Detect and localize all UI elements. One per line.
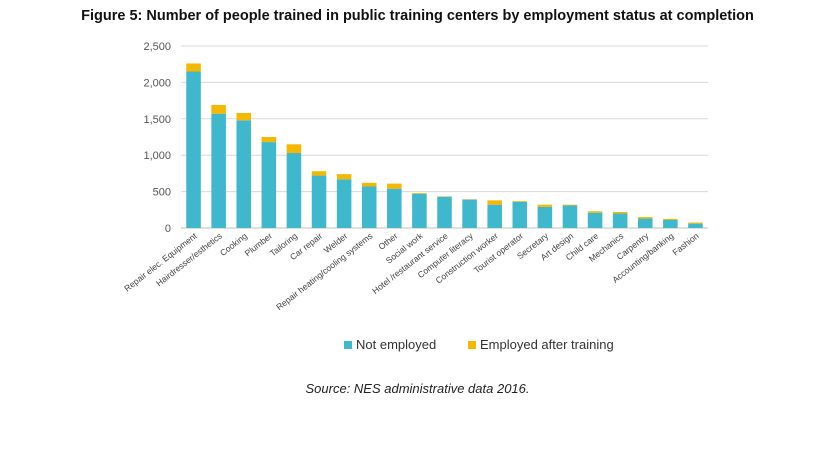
bar-not-employed (688, 223, 703, 228)
bar-employed (336, 174, 352, 180)
bar-employed (612, 211, 628, 214)
bar-not-employed (437, 196, 452, 228)
y-axis-ticks: 0 500 1,000 1,500 2,000 2,500 (143, 41, 171, 235)
bar-employed (261, 137, 277, 143)
bar-employed (236, 112, 252, 121)
bar-not-employed (336, 179, 352, 228)
bar-not-employed (412, 193, 427, 228)
bar-not-employed (186, 71, 201, 228)
x-axis-labels: Repair elec. EquipmentHairdresser/esthet… (122, 230, 701, 312)
bar-not-employed (612, 213, 628, 228)
legend: Not employed Employed after training (344, 337, 614, 352)
source-note: Source: NES administrative data 2016. (305, 381, 530, 396)
bar-not-employed (311, 175, 327, 228)
legend-label-employed: Employed after training (480, 337, 614, 352)
bar-employed (487, 200, 502, 205)
y-tick-label: 0 (165, 223, 171, 235)
bars (186, 63, 703, 228)
bar-not-employed (587, 212, 603, 228)
bar-employed (663, 218, 678, 220)
bar-employed (562, 204, 578, 206)
bar-employed (537, 204, 553, 207)
bar-employed (512, 201, 528, 202)
bar-employed (361, 182, 377, 187)
bar-not-employed (562, 205, 578, 228)
bar-not-employed (537, 206, 553, 228)
bar-employed (211, 104, 226, 114)
bar-not-employed (361, 186, 377, 228)
bar-employed (311, 171, 327, 176)
bar-employed (387, 183, 402, 189)
bar-not-employed (286, 153, 302, 228)
legend-swatch-employed (468, 341, 476, 349)
bar-not-employed (462, 199, 477, 228)
stacked-bar-chart: 0 500 1,000 1,500 2,000 2,500 Repair elec. Eq… (122, 41, 708, 352)
x-tick-label: Fashion (670, 231, 700, 258)
bar-employed (186, 63, 201, 72)
bar-not-employed (637, 218, 653, 228)
bar-not-employed (236, 120, 252, 228)
legend-label-not-employed: Not employed (356, 337, 436, 352)
bar-not-employed (487, 204, 502, 228)
bar-employed (587, 211, 603, 213)
bar-employed (286, 144, 302, 154)
bar-employed (688, 222, 703, 224)
bar-not-employed (261, 142, 277, 228)
y-tick-label: 500 (153, 187, 171, 199)
bar-employed (412, 193, 427, 194)
bar-not-employed (512, 201, 528, 228)
legend-swatch-not-employed (344, 341, 352, 349)
y-tick-label: 1,000 (143, 150, 171, 162)
y-tick-label: 1,500 (143, 114, 171, 126)
figure-title: Figure 5: Number of people trained in pu… (81, 8, 754, 24)
y-tick-label: 2,500 (143, 41, 171, 53)
y-tick-label: 2,000 (143, 77, 171, 89)
bar-not-employed (387, 188, 402, 228)
bar-not-employed (211, 113, 226, 228)
bar-employed (637, 217, 653, 219)
bar-not-employed (663, 219, 678, 228)
